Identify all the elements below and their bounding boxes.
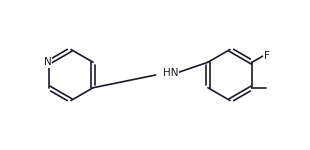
Text: HN: HN	[162, 69, 178, 78]
Text: F: F	[264, 51, 270, 61]
Text: N: N	[43, 57, 51, 67]
